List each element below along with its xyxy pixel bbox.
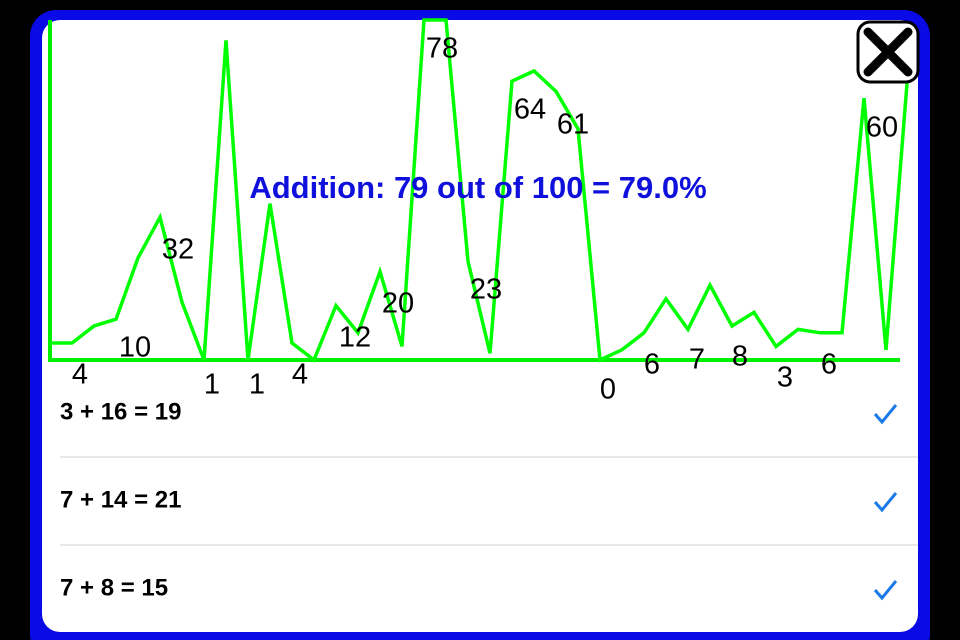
close-icon[interactable]: [863, 27, 913, 77]
point-label: 4: [292, 359, 308, 391]
point-label: 10: [119, 332, 151, 364]
point-label: 61: [557, 109, 589, 141]
panel: [42, 20, 918, 632]
chart-title: Addition: 79 out of 100 = 79.0%: [249, 170, 706, 205]
checkmark: [873, 492, 898, 513]
point-label: 23: [470, 274, 502, 306]
item-text: 3 + 16 = 19: [60, 398, 181, 425]
point-label: 7: [689, 344, 705, 376]
list: 3 + 16 = 19 7 + 14 = 21 7 + 8 = 15: [60, 398, 918, 601]
point-label: 64: [514, 94, 546, 126]
point-label: 32: [162, 234, 194, 266]
checkmark: [873, 404, 898, 425]
item-text: 7 + 8 = 15: [60, 574, 168, 601]
point-label: 20: [382, 288, 414, 320]
checkmark: [873, 580, 898, 601]
point-label: 4: [72, 359, 88, 391]
point-label: 1: [249, 369, 265, 401]
item-text: 7 + 14 = 21: [60, 486, 181, 513]
point-label: 3: [777, 362, 793, 394]
point-label: 6: [821, 349, 837, 381]
point-label: 6: [644, 349, 660, 381]
data-line: [50, 18, 910, 363]
close-button[interactable]: [856, 20, 920, 84]
point-label: 78: [426, 33, 458, 65]
point-label: 8: [732, 341, 748, 373]
point-label: 1: [204, 369, 220, 401]
point-label: 60: [866, 112, 898, 144]
point-label: 0: [600, 374, 616, 406]
point-label: 12: [339, 322, 371, 354]
